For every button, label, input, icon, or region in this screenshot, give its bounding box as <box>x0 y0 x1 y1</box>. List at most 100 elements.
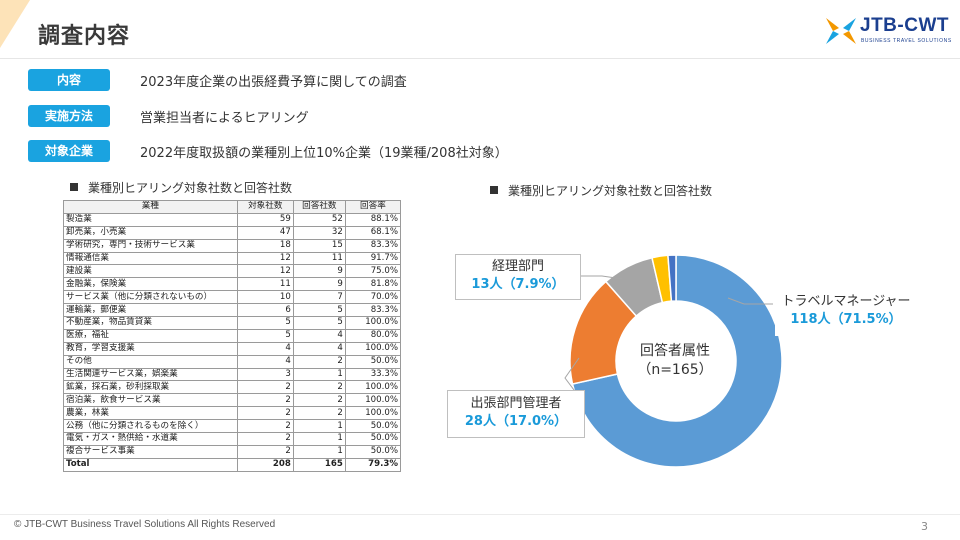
rate-cell: 33.3% <box>344 367 402 382</box>
answer-count-cell: 2 <box>292 380 346 395</box>
rate-cell: 88.1% <box>344 212 402 227</box>
table-row: 複合サービス事業 2 1 50.0% <box>63 444 402 459</box>
table-total-row: Total 208 165 79.3% <box>63 457 402 472</box>
industry-cell: 建設業 <box>63 264 238 279</box>
info-text: 営業担当者によるヒアリング <box>140 111 309 126</box>
table-row: 宿泊業，飲食サービス業 2 2 100.0% <box>63 393 402 408</box>
chart-heading: 業種別ヒアリング対象社数と回答社数 <box>490 182 712 199</box>
rate-cell: 75.0% <box>344 264 402 279</box>
industry-cell: 電気・ガス・熱供給・水道業 <box>63 432 238 446</box>
target-count-cell: 2 <box>236 419 294 434</box>
rate-cell: 83.3% <box>344 238 402 253</box>
bullet-square-icon <box>70 183 78 191</box>
target-count-cell: 2 <box>236 432 294 446</box>
answer-count-cell: 15 <box>292 238 346 253</box>
answer-count-cell: 4 <box>292 328 346 343</box>
callout-travel-dept-manager: 出張部門管理者 28人（17.0%） <box>447 390 585 438</box>
rate-cell: 100.0% <box>344 380 402 395</box>
slice-value-label: 28人（17.0%） <box>464 414 568 429</box>
answer-count-cell: 1 <box>292 419 346 434</box>
table-row: 鉱業，採石業，砂利採取業 2 2 100.0% <box>63 380 402 395</box>
industry-table: 業種 対象社数 回答社数 回答率 製造業 59 52 88.1% 卸売業，小売業 47 32… <box>63 200 402 472</box>
total-cell: 79.3% <box>344 457 402 472</box>
info-badge: 内容 <box>28 69 110 91</box>
target-count-cell: 6 <box>236 303 294 318</box>
industry-cell: 金融業，保険業 <box>63 277 238 292</box>
industry-cell: 情報通信業 <box>63 251 238 266</box>
answer-count-cell: 2 <box>292 393 346 408</box>
corner-accent <box>0 0 30 48</box>
industry-cell: 鉱業，採石業，砂利採取業 <box>63 380 238 395</box>
table-row: 運輸業，郵便業 6 5 83.3% <box>63 303 402 318</box>
answer-count-cell: 2 <box>292 354 346 369</box>
logo-mark-icon <box>826 18 856 44</box>
answer-count-cell: 2 <box>292 406 346 421</box>
table-row: サービス業（他に分類されないもの） 10 7 70.0% <box>63 290 402 305</box>
rate-cell: 50.0% <box>344 432 402 446</box>
page-title: 調査内容 <box>38 24 131 49</box>
rate-cell: 100.0% <box>344 406 402 421</box>
rate-cell: 50.0% <box>344 419 402 434</box>
industry-cell: 医療，福祉 <box>63 328 238 343</box>
column-header: 対象社数 <box>236 200 294 214</box>
answer-count-cell: 7 <box>292 290 346 305</box>
answer-count-cell: 4 <box>292 341 346 356</box>
industry-cell: 農業，林業 <box>63 406 238 421</box>
table-row: 建設業 12 9 75.0% <box>63 264 402 279</box>
table-row: 金融業，保険業 11 9 81.8% <box>63 277 402 292</box>
target-count-cell: 18 <box>236 238 294 253</box>
industry-cell: サービス業（他に分類されないもの） <box>63 290 238 305</box>
target-count-cell: 59 <box>236 212 294 227</box>
industry-cell: 宿泊業，飲食サービス業 <box>63 393 238 408</box>
info-badge: 実施方法 <box>28 105 110 127</box>
answer-count-cell: 1 <box>292 444 346 459</box>
table-row: 電気・ガス・熱供給・水道業 2 1 50.0% <box>63 432 402 446</box>
table-heading-text: 業種別ヒアリング対象社数と回答社数 <box>88 181 293 195</box>
slice-name-label: 出張部門管理者 <box>470 396 562 411</box>
rate-cell: 68.1% <box>344 225 402 240</box>
table-row: 卸売業，小売業 47 32 68.1% <box>63 225 402 240</box>
donut-center-title: 回答者属性 <box>640 343 710 359</box>
table-row: 製造業 59 52 88.1% <box>63 212 402 227</box>
target-count-cell: 12 <box>236 264 294 279</box>
chart-heading-text: 業種別ヒアリング対象社数と回答社数 <box>508 184 713 198</box>
target-count-cell: 5 <box>236 328 294 343</box>
industry-cell: 運輸業，郵便業 <box>63 303 238 318</box>
target-count-cell: 10 <box>236 290 294 305</box>
column-header: 回答率 <box>344 200 402 214</box>
slice-name-label: 経理部門 <box>491 259 544 274</box>
industry-cell: その他 <box>63 354 238 369</box>
target-count-cell: 2 <box>236 393 294 408</box>
industry-cell: 複合サービス事業 <box>63 444 238 459</box>
rate-cell: 100.0% <box>344 393 402 408</box>
info-badge: 対象企業 <box>28 140 110 162</box>
answer-count-cell: 9 <box>292 277 346 292</box>
target-count-cell: 4 <box>236 354 294 369</box>
copyright-footer: © JTB-CWT Business Travel Solutions All … <box>14 519 276 530</box>
industry-cell: 製造業 <box>63 212 238 227</box>
logo-brand: JTB-CWT <box>860 15 949 36</box>
rate-cell: 81.8% <box>344 277 402 292</box>
page-number: 3 <box>921 520 928 533</box>
answer-count-cell: 52 <box>292 212 346 227</box>
industry-cell: 学術研究，専門・技術サービス業 <box>63 238 238 253</box>
rate-cell: 70.0% <box>344 290 402 305</box>
slice-value-label: 118人（71.5%） <box>790 312 902 327</box>
answer-count-cell: 9 <box>292 264 346 279</box>
answer-count-cell: 32 <box>292 225 346 240</box>
rate-cell: 100.0% <box>344 341 402 356</box>
industry-cell: 公務（他に分類されるものを除く） <box>63 419 238 434</box>
total-cell: Total <box>63 457 238 472</box>
target-count-cell: 4 <box>236 341 294 356</box>
rate-cell: 80.0% <box>344 328 402 343</box>
answer-count-cell: 5 <box>292 316 346 330</box>
donut-slice-4 <box>667 254 677 302</box>
answer-count-cell: 11 <box>292 251 346 266</box>
table-row: 生活関連サービス業，娯楽業 3 1 33.3% <box>63 367 402 382</box>
table-row: 不動産業，物品賃貸業 5 5 100.0% <box>63 316 402 330</box>
table-header-row: 業種 対象社数 回答社数 回答率 <box>63 200 402 214</box>
column-header: 業種 <box>63 200 238 214</box>
table-row: 農業，林業 2 2 100.0% <box>63 406 402 421</box>
callout-travel-manager: トラベルマネージャー 118人（71.5%） <box>775 288 917 336</box>
rate-cell: 50.0% <box>344 354 402 369</box>
